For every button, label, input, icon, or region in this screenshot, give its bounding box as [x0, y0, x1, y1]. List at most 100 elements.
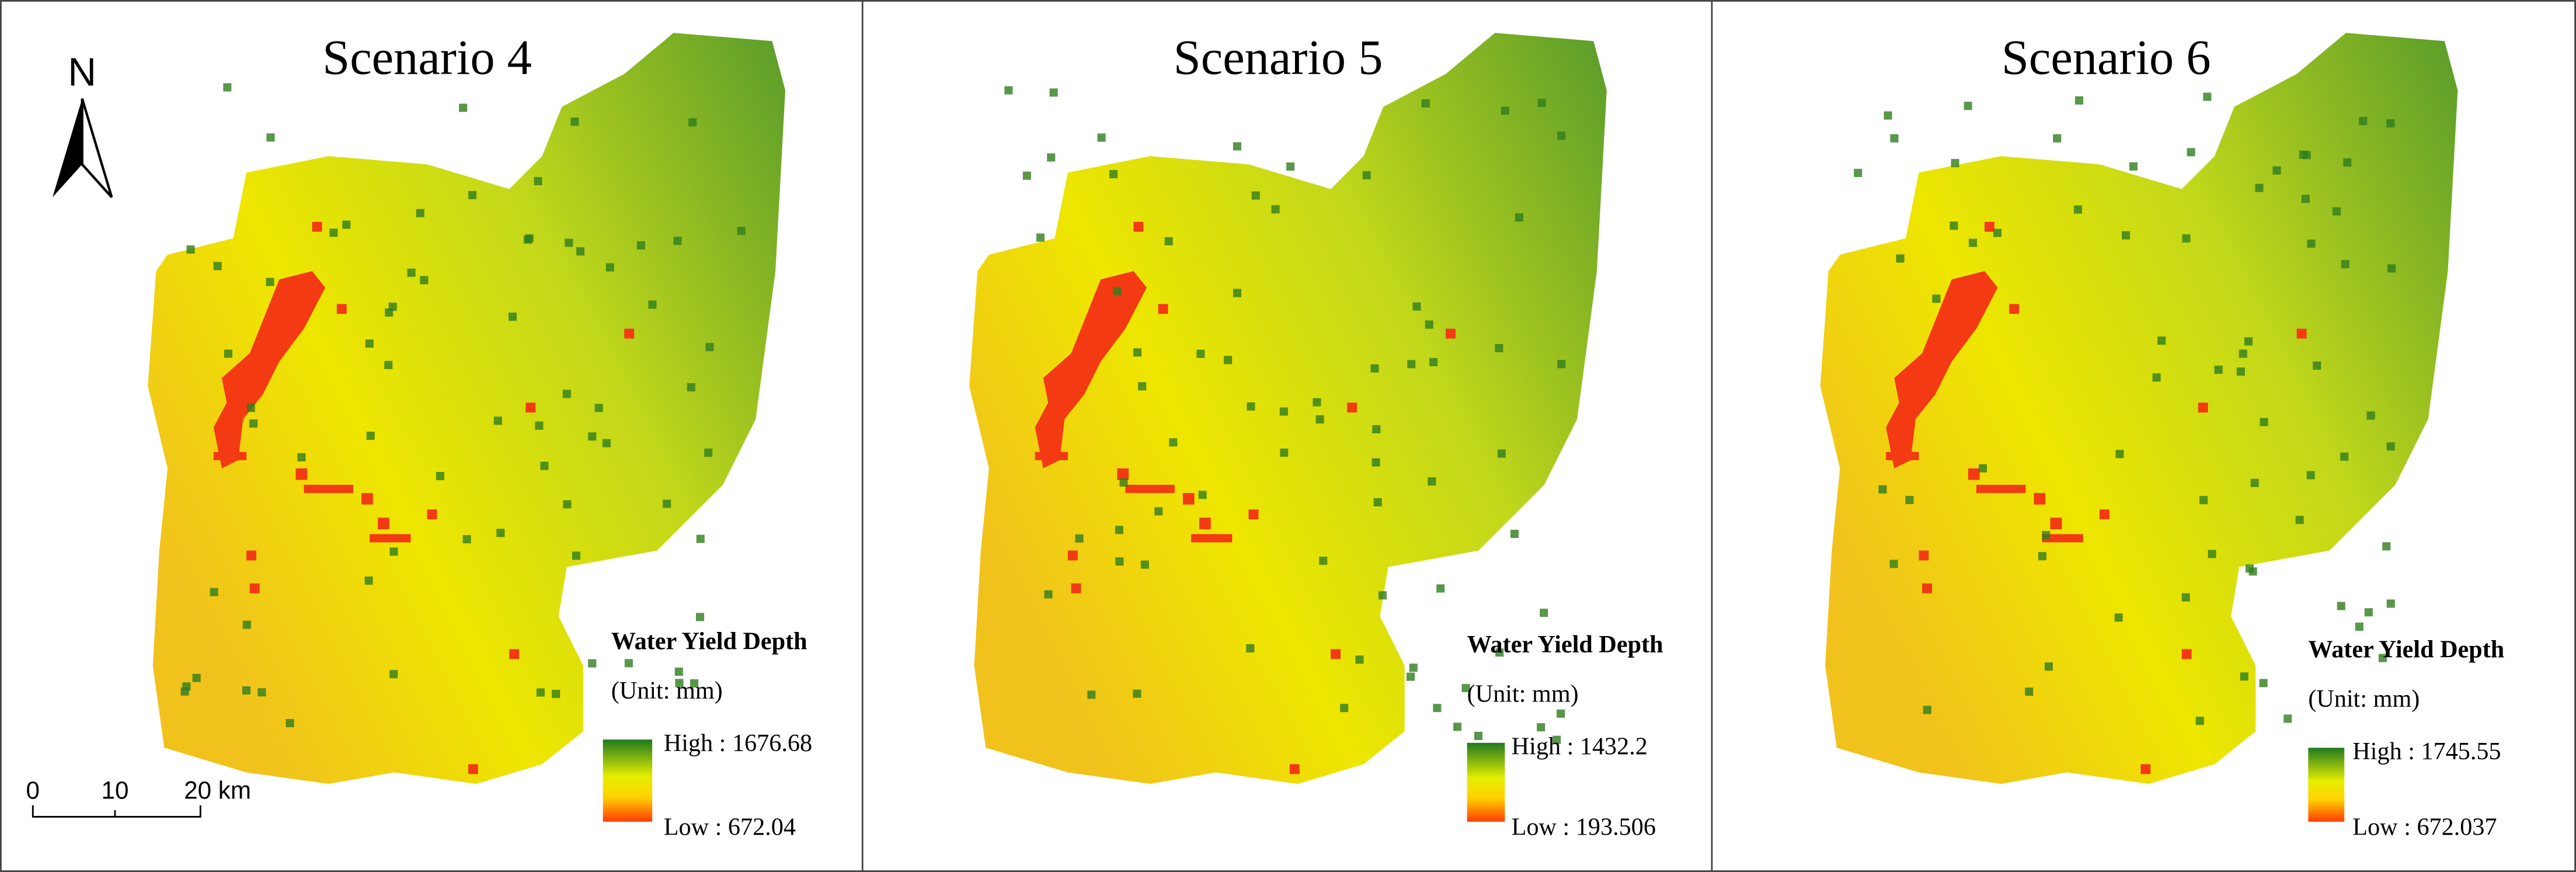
map-pixel [2387, 264, 2396, 273]
map-pixel [588, 659, 597, 668]
map-pixel [297, 453, 306, 462]
map-pixel [2187, 148, 2195, 157]
scale-label: 20 km [184, 777, 251, 804]
map-pixel [704, 449, 713, 457]
map-pixel [496, 529, 505, 537]
map-pixel [1951, 159, 1959, 168]
map-pixel [468, 191, 477, 200]
map-pixel [2195, 717, 2204, 725]
map-pixel [384, 360, 393, 369]
panel-title: Scenario 6 [2001, 31, 2211, 85]
map-pixel [2038, 552, 2046, 561]
map-pixel [2244, 337, 2253, 346]
map-pixel [648, 300, 657, 309]
map-pixel [1271, 205, 1280, 214]
north-label: N [68, 50, 96, 94]
map-pixel [552, 690, 561, 699]
map-pixel [2255, 183, 2264, 192]
map-pixel [1198, 491, 1207, 499]
map-pixel [1362, 171, 1371, 180]
map-pixel [213, 262, 222, 270]
map-pixel [342, 220, 351, 229]
map-pixel [436, 472, 444, 481]
map-pixel [389, 547, 398, 556]
map-pixel [536, 688, 545, 697]
map-pixel [1497, 449, 1506, 458]
map-pixel [365, 339, 374, 348]
map-pixel [2341, 260, 2349, 269]
map-pixel [1247, 402, 1255, 411]
map-pixel [2313, 361, 2321, 370]
map-pixel [696, 534, 705, 543]
map-pixel [673, 237, 682, 245]
map-pixel [1246, 644, 1255, 653]
scale-label: 0 [26, 777, 40, 804]
map-pixel [1421, 99, 1430, 108]
map-pixel [257, 688, 266, 697]
map-pixel [1115, 526, 1123, 534]
map-pixel [2260, 418, 2268, 426]
map-pixel [2129, 162, 2138, 171]
map-pixel [1049, 88, 1058, 97]
map-pixel [663, 499, 671, 508]
map-pixel [1371, 458, 1380, 467]
map-pixel [2239, 349, 2247, 358]
map-pixel [1075, 534, 1084, 543]
map-pixel [266, 133, 275, 142]
map-pixel [1515, 213, 1524, 222]
map-pixel [2250, 478, 2259, 487]
map-pixel [223, 83, 232, 92]
map-pixel [2214, 365, 2223, 374]
map-panel: Scenario 6 Water Yield Depth (Unit: mm) Hig… [1820, 31, 2504, 840]
map-pixel [690, 679, 699, 688]
map-pixel [1905, 496, 1914, 505]
map-pixel [563, 500, 572, 509]
legend-title: Water Yield Depth [611, 627, 807, 655]
map-pixel [624, 659, 633, 668]
map-pixel [1510, 530, 1519, 539]
map-pixel [1896, 254, 1905, 263]
map-pixel [1004, 86, 1013, 95]
legend-ramp [1467, 742, 1505, 822]
map-pixel [1133, 348, 1142, 357]
map-pixel [1370, 364, 1379, 373]
map-pixel [1224, 356, 1233, 364]
map-pixel [2307, 239, 2316, 248]
map-pixel [675, 679, 684, 687]
map-pixel [1138, 382, 1147, 391]
map-pixel [2053, 134, 2062, 143]
map-pixel [2044, 662, 2053, 671]
map-pixel [1890, 134, 1899, 143]
map-pixel [1097, 133, 1106, 142]
map-pixel [1087, 690, 1096, 699]
map-pixel [534, 177, 542, 186]
legend-ramp [603, 739, 653, 822]
map-pixel [182, 682, 191, 691]
map-pixel [1993, 228, 2002, 237]
map-pixel [1164, 237, 1173, 246]
map-pixel [286, 719, 294, 728]
map-pixel [1433, 704, 1442, 713]
map-pixel [1461, 684, 1470, 693]
scale-bar: 0 10 20 km [26, 777, 251, 818]
map-pixel [1319, 557, 1328, 565]
map-pixel [1154, 507, 1163, 516]
map-pixel [2073, 205, 2082, 214]
map-pixel [2343, 158, 2352, 167]
map-pixel [2208, 550, 2216, 558]
map-pixel [525, 234, 534, 243]
map-pixel [688, 118, 697, 127]
map-pixel [2181, 593, 2190, 602]
map-pixel [636, 241, 645, 250]
legend-unit: (Unit: mm) [1467, 680, 1579, 707]
map-pixel [674, 668, 683, 676]
map-pixel [2157, 336, 2166, 345]
map-pixel [1372, 425, 1381, 433]
map-pixel [1407, 672, 1415, 681]
map-pixel [687, 383, 695, 392]
map-pixel [459, 103, 468, 112]
map-pixel [246, 404, 255, 412]
map-pixel [2240, 672, 2248, 681]
panel-title: Scenario 4 [322, 31, 532, 85]
